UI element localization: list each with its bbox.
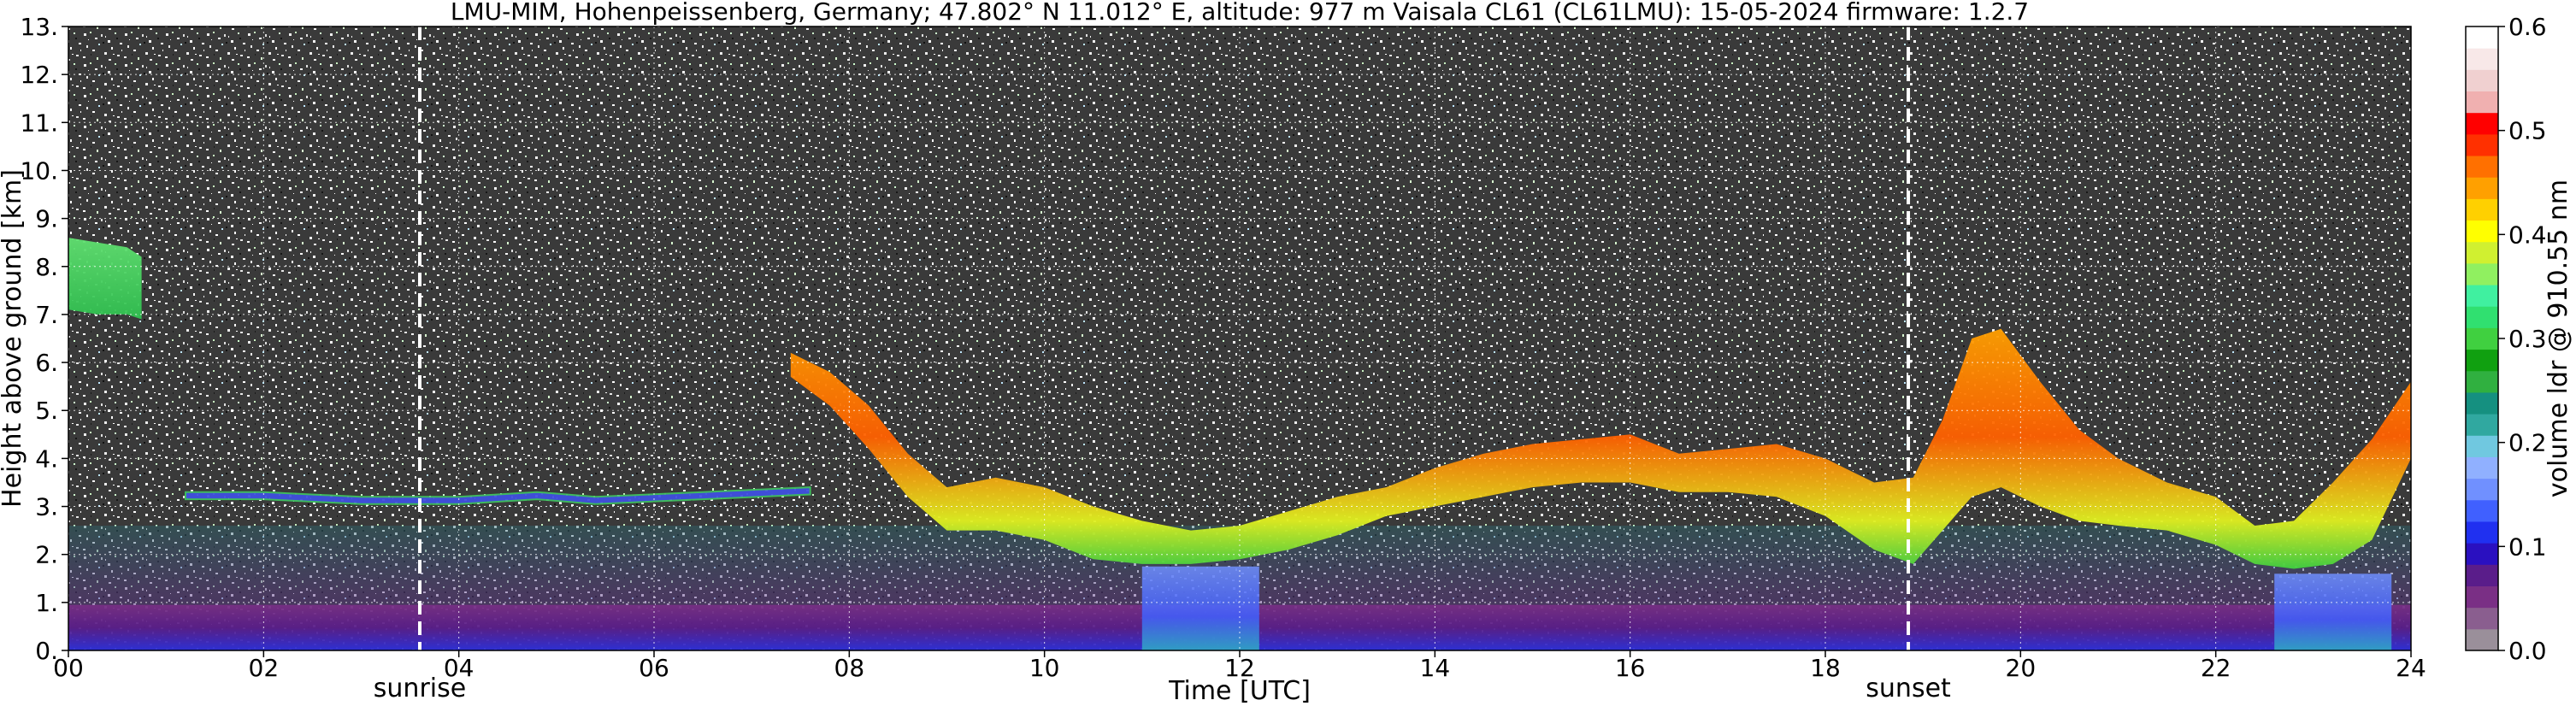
y-tick-label: 4. [35,444,58,473]
colorbar-tick-label: 0.4 [2508,221,2547,249]
colorbar-swatch [2466,133,2498,156]
colorbar-swatch [2466,112,2498,135]
colorbar-swatch [2466,607,2498,630]
colorbar-swatch [2466,198,2498,221]
colorbar-swatch [2466,435,2498,457]
colorbar-label: volume ldr @ 910.55 nm [2544,179,2573,497]
colorbar-swatch [2466,26,2498,49]
x-axis-label: Time [UTC] [1168,676,1311,706]
y-tick-label: 10. [20,156,58,185]
y-tick-label: 3. [35,493,58,521]
y-tick-label: 2. [35,541,58,569]
colorbar-swatch [2466,521,2498,544]
x-tick-label: 02 [249,654,280,682]
y-tick-label: 5. [35,397,58,425]
colorbar-swatch [2466,285,2498,307]
colorbar-tick-label: 0.6 [2508,13,2547,41]
colorbar-tick-label: 0.3 [2508,325,2547,353]
colorbar-swatch [2466,628,2498,651]
y-tick-label: 9. [35,205,58,233]
colorbar-swatch [2466,349,2498,372]
y-tick-label: 7. [35,301,58,329]
x-tick-label: 18 [1810,654,1841,682]
colorbar-swatch [2466,391,2498,415]
x-tick-label: 10 [1029,654,1060,682]
feature-main-layer [790,328,2411,569]
feature-precipitation [1141,566,1259,650]
y-tick-label: 1. [35,589,58,617]
colorbar-swatch [2466,478,2498,501]
colorbar-swatch [2466,156,2498,178]
y-tick-label: 13. [20,13,58,41]
colorbar-swatch [2466,177,2498,199]
x-axis: 00 02 04 06 08 10 12 14 16 18 20 22 24 [53,650,2426,682]
chart-title: LMU-MIM, Hohenpeissenberg, Germany; 47.8… [451,0,2029,26]
y-tick-label: 0. [35,637,58,665]
colorbar-tick-label: 0.0 [2508,637,2547,665]
colorbar-swatch [2466,327,2498,350]
x-tick-label: 12 [1224,654,1255,682]
x-tick-label: 24 [2396,654,2426,682]
y-tick-label: 12. [20,61,58,89]
colorbar-swatch [2466,543,2498,565]
colorbar-swatch [2466,585,2498,609]
colorbar-tick-label: 0.1 [2508,532,2547,561]
x-tick-label: 22 [2201,654,2231,682]
x-tick-label: 06 [639,654,669,682]
x-tick-label: 20 [2006,654,2037,682]
colorbar-swatch [2466,370,2498,393]
colorbar-swatch [2466,48,2498,70]
grid-lines [68,26,2411,650]
colorbar-swatch [2466,306,2498,328]
colorbar-swatch [2466,564,2498,586]
feature-high-cloud [68,238,142,320]
y-tick-label: 8. [35,253,58,281]
plot-area [68,26,2412,651]
y-axis: 0. 1. 2. 3. 4. 5. 6. 7. 8. 9. 10. 11. 12. 13. [20,13,68,665]
sunset-label: sunset [1866,674,1951,703]
colorbar-swatch [2466,262,2498,285]
colorbar-swatch [2466,414,2498,436]
y-axis-label: Height above ground [km] [0,169,27,508]
colorbar-swatch [2466,499,2498,522]
colorbar: 0.0 0.1 0.2 0.3 0.4 0.5 0.6 volume ldr @ 910.5… [2465,13,2573,665]
colorbar-tick-label: 0.2 [2508,429,2547,457]
x-tick-label: 04 [444,654,475,682]
sunrise-label: sunrise [374,674,466,703]
colorbar-swatch [2466,241,2498,264]
x-tick-label: 00 [53,654,84,682]
y-tick-label: 6. [35,349,58,377]
feature-precipitation [2274,574,2392,650]
x-tick-label: 14 [1420,654,1451,682]
colorbar-tick-label: 0.5 [2508,117,2547,145]
colorbar-swatch [2466,91,2498,114]
colorbar-swatch [2466,69,2498,92]
colorbar-swatch [2466,220,2498,243]
y-tick-label: 11. [20,109,58,137]
x-tick-label: 16 [1615,654,1646,682]
colorbar-swatch [2466,456,2498,479]
x-tick-label: 08 [834,654,865,682]
